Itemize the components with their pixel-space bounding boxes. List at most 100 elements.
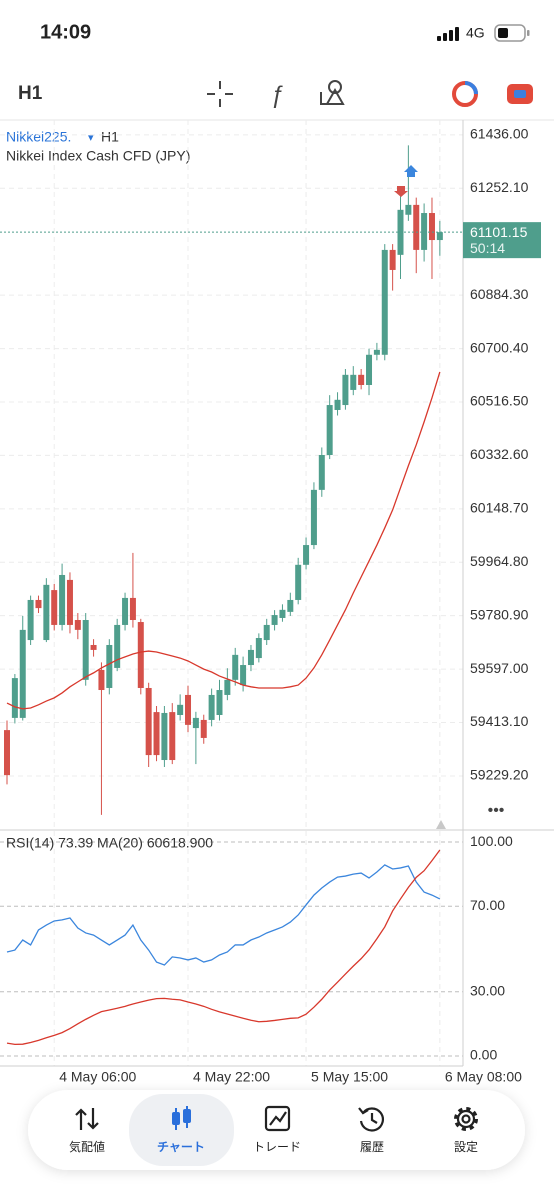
candle-body	[263, 624, 270, 641]
candle-body	[271, 615, 278, 625]
settings-icon[interactable]	[454, 1107, 478, 1131]
y-tick-label: 60700.40	[470, 339, 529, 355]
candle-body	[114, 624, 121, 668]
buy-signal-icon	[404, 165, 418, 177]
candle-body	[200, 719, 207, 738]
candle-body	[4, 730, 10, 776]
candle-body	[192, 717, 199, 729]
y-tick-label: 60516.50	[470, 393, 529, 409]
x-tick-label: 5 May 15:00	[311, 1069, 388, 1085]
candle-body	[279, 609, 286, 618]
battery-icon	[494, 24, 530, 42]
candle-body	[413, 204, 420, 250]
indicator-button[interactable]: ƒ	[270, 81, 283, 108]
y-tick-label: 60332.60	[470, 446, 529, 462]
candle-body	[27, 599, 34, 641]
candle-body	[169, 712, 176, 761]
candle-body	[122, 597, 129, 625]
candle-body	[334, 399, 341, 410]
candle-body	[145, 687, 152, 756]
candle-body	[82, 620, 89, 680]
candle-body	[310, 489, 317, 546]
candle-body	[247, 649, 254, 666]
y-tick-label: 59964.80	[470, 553, 529, 569]
candle-body	[342, 374, 349, 406]
y-tick-label: 59597.00	[470, 660, 529, 676]
trade-icon[interactable]	[264, 1105, 291, 1132]
tab-label[interactable]: 設定	[454, 1140, 478, 1154]
tab-label[interactable]: 気配値	[69, 1139, 105, 1154]
y-tick-label: 61436.00	[470, 126, 529, 142]
signal-icon	[437, 27, 459, 41]
candle-body	[240, 665, 247, 686]
tab-label[interactable]: 履歴	[360, 1140, 384, 1154]
rsi-title: RSI(14) 73.39 MA(20) 60618.900	[6, 835, 213, 851]
rsi-line	[6, 849, 441, 1046]
y-tick-label: 59229.20	[470, 767, 529, 783]
candle-body	[35, 599, 42, 609]
candle-body	[59, 574, 66, 625]
candle-body	[129, 597, 136, 621]
tab-label[interactable]: チャート	[157, 1140, 205, 1154]
candle-body	[106, 644, 113, 688]
tab-label[interactable]: トレード	[253, 1140, 301, 1154]
chart-timeframe: H1	[101, 129, 119, 145]
symbol-dropdown[interactable]: ▾	[88, 132, 94, 144]
y-tick-label: 30.00	[470, 982, 505, 998]
y-tick-label: 61252.10	[470, 179, 529, 195]
trade-button[interactable]	[507, 84, 533, 104]
candle-body	[19, 629, 26, 718]
candle-body	[421, 213, 428, 250]
moving-average-line	[6, 371, 441, 710]
candle-body	[177, 704, 184, 715]
candle-body	[358, 374, 365, 385]
y-tick-label: 59780.90	[470, 606, 529, 622]
candle-body	[350, 374, 357, 390]
current-price-box	[463, 222, 541, 259]
candle-body	[287, 599, 294, 612]
crosshair-button[interactable]	[207, 81, 233, 107]
pane-resize-handle[interactable]	[436, 820, 446, 829]
quotes-icon[interactable]	[75, 1108, 99, 1130]
candle-body	[224, 679, 231, 695]
y-tick-label: 60884.30	[470, 286, 529, 302]
history-icon[interactable]	[358, 1107, 384, 1132]
drawing-button[interactable]	[320, 80, 345, 105]
x-tick-label: 4 May 06:00	[59, 1069, 136, 1085]
more-button[interactable]: •••	[488, 802, 505, 819]
toolbar-timeframe[interactable]: H1	[18, 83, 43, 104]
theme-button[interactable]	[452, 81, 478, 107]
candle-body	[232, 654, 239, 680]
active-tab-bg	[129, 1094, 234, 1166]
candle-body	[90, 644, 97, 650]
symbol[interactable]: Nikkei225.	[6, 129, 71, 145]
candle-body	[161, 712, 168, 761]
candle-body	[295, 564, 302, 600]
candle-body	[373, 349, 380, 355]
candle-body	[366, 354, 373, 385]
y-tick-label: 100.00	[470, 833, 513, 849]
y-tick-label: 70.00	[470, 897, 505, 913]
status-time: 14:09	[40, 21, 91, 43]
candle-body	[66, 579, 73, 625]
candle-body	[216, 690, 223, 715]
bar-countdown: 50:14	[470, 240, 505, 256]
candle-body	[255, 638, 262, 659]
sell-signal-icon	[394, 186, 408, 197]
x-tick-label: 4 May 22:00	[193, 1069, 270, 1085]
rsi-line	[6, 864, 441, 966]
candle-body	[74, 620, 81, 630]
candle-body	[98, 669, 105, 691]
candle-body	[185, 694, 192, 725]
y-tick-label: 59413.10	[470, 713, 529, 729]
candle-body	[153, 712, 160, 756]
candle-body	[137, 622, 144, 688]
candle-body	[389, 249, 396, 270]
candle-body	[428, 213, 435, 241]
candle-body	[11, 678, 18, 718]
candle-body	[51, 590, 58, 625]
candle-body	[303, 545, 310, 565]
chart-icon[interactable]	[172, 1106, 191, 1130]
candle-body	[318, 455, 325, 490]
